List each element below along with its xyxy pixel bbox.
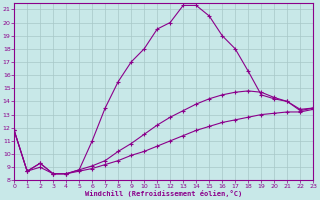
X-axis label: Windchill (Refroidissement éolien,°C): Windchill (Refroidissement éolien,°C) xyxy=(85,190,242,197)
